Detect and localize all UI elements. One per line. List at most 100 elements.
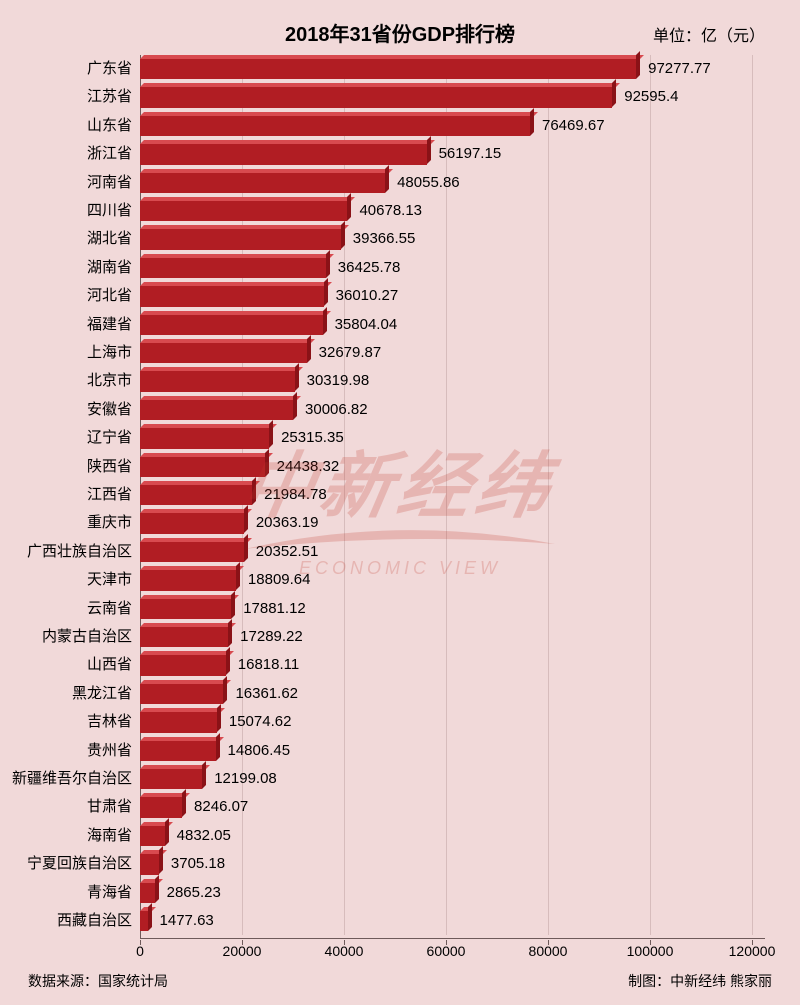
bar (140, 87, 612, 107)
bar-row: 云南省17881.12 (140, 595, 765, 623)
value-label: 21984.78 (264, 481, 327, 509)
bar (140, 428, 269, 448)
bar-row: 贵州省14806.45 (140, 737, 765, 765)
value-label: 48055.86 (397, 169, 460, 197)
bar (140, 229, 341, 249)
bar (140, 144, 427, 164)
value-label: 12199.08 (214, 765, 277, 793)
x-tick-label: 40000 (325, 943, 364, 959)
bar-row: 重庆市20363.19 (140, 509, 765, 537)
category-label: 重庆市 (87, 509, 140, 537)
category-label: 浙江省 (87, 140, 140, 168)
category-label: 内蒙古自治区 (42, 623, 140, 651)
value-label: 92595.4 (624, 83, 678, 111)
value-label: 39366.55 (353, 225, 416, 253)
value-label: 17289.22 (240, 623, 303, 651)
category-label: 吉林省 (87, 708, 140, 736)
bar (140, 286, 324, 306)
bar-row: 江西省21984.78 (140, 481, 765, 509)
category-label: 北京市 (87, 367, 140, 395)
bar-row: 河北省36010.27 (140, 282, 765, 310)
category-label: 江苏省 (87, 83, 140, 111)
bar (140, 315, 323, 335)
category-label: 宁夏回族自治区 (27, 850, 140, 878)
bar-row: 浙江省56197.15 (140, 140, 765, 168)
value-label: 97277.77 (648, 55, 711, 83)
chart-header: 2018年31省份GDP排行榜 单位：亿（元） (0, 0, 800, 50)
value-label: 16361.62 (235, 680, 298, 708)
bar-row: 江苏省92595.4 (140, 83, 765, 111)
bar (140, 457, 265, 477)
bar (140, 911, 148, 931)
category-label: 海南省 (87, 822, 140, 850)
bar (140, 854, 159, 874)
category-label: 山西省 (87, 651, 140, 679)
value-label: 14806.45 (228, 737, 291, 765)
bar-row: 青海省2865.23 (140, 879, 765, 907)
bar-row: 河南省48055.86 (140, 169, 765, 197)
category-label: 河南省 (87, 169, 140, 197)
category-label: 西藏自治区 (57, 907, 140, 935)
category-label: 青海省 (87, 879, 140, 907)
bar-row: 湖北省39366.55 (140, 225, 765, 253)
category-label: 黑龙江省 (72, 680, 140, 708)
bar (140, 542, 244, 562)
category-label: 安徽省 (87, 396, 140, 424)
bar (140, 173, 385, 193)
value-label: 32679.87 (319, 339, 382, 367)
bar (140, 684, 223, 704)
category-label: 四川省 (87, 197, 140, 225)
bar-row: 内蒙古自治区17289.22 (140, 623, 765, 651)
bar (140, 343, 307, 363)
value-label: 56197.15 (439, 140, 502, 168)
x-tick-label: 100000 (627, 943, 674, 959)
category-label: 天津市 (87, 566, 140, 594)
bar-row: 陕西省24438.32 (140, 453, 765, 481)
bar-row: 黑龙江省16361.62 (140, 680, 765, 708)
bar-row: 宁夏回族自治区3705.18 (140, 850, 765, 878)
bar (140, 570, 236, 590)
bar-row: 四川省40678.13 (140, 197, 765, 225)
unit-label: 单位：亿（元） (653, 22, 765, 46)
bar-row: 湖南省36425.78 (140, 254, 765, 282)
category-label: 陕西省 (87, 453, 140, 481)
value-label: 30006.82 (305, 396, 368, 424)
x-tick-label: 120000 (729, 943, 776, 959)
value-label: 20363.19 (256, 509, 319, 537)
bar-row: 山西省16818.11 (140, 651, 765, 679)
chart-page: 2018年31省份GDP排行榜 单位：亿（元） 广东省97277.77江苏省92… (0, 0, 800, 1005)
value-label: 36425.78 (338, 254, 401, 282)
bar (140, 513, 244, 533)
bar-row: 吉林省15074.62 (140, 708, 765, 736)
source-label: 数据来源：国家统计局 (28, 973, 168, 989)
bar-row: 西藏自治区1477.63 (140, 907, 765, 935)
value-label: 25315.35 (281, 424, 344, 452)
bar (140, 400, 293, 420)
category-label: 甘肃省 (87, 793, 140, 821)
bar (140, 201, 347, 221)
value-label: 18809.64 (248, 566, 311, 594)
category-label: 河北省 (87, 282, 140, 310)
value-label: 40678.13 (359, 197, 422, 225)
bar (140, 769, 202, 789)
bar-row: 广东省97277.77 (140, 55, 765, 83)
value-label: 36010.27 (336, 282, 399, 310)
bar (140, 258, 326, 278)
bar-row: 山东省76469.67 (140, 112, 765, 140)
category-label: 湖北省 (87, 225, 140, 253)
category-label: 江西省 (87, 481, 140, 509)
x-tick-label: 80000 (529, 943, 568, 959)
value-label: 76469.67 (542, 112, 605, 140)
bar-row: 甘肃省8246.07 (140, 793, 765, 821)
bar (140, 627, 228, 647)
value-label: 30319.98 (307, 367, 370, 395)
value-label: 24438.32 (277, 453, 340, 481)
chart-footer: 数据来源：国家统计局 制图：中新经纬 熊家丽 (28, 971, 772, 991)
category-label: 上海市 (87, 339, 140, 367)
bar (140, 599, 231, 619)
value-label: 4832.05 (177, 822, 231, 850)
credit-label: 制图：中新经纬 熊家丽 (628, 971, 772, 991)
category-label: 广西壮族自治区 (27, 538, 140, 566)
category-label: 广东省 (87, 55, 140, 83)
bar (140, 797, 182, 817)
